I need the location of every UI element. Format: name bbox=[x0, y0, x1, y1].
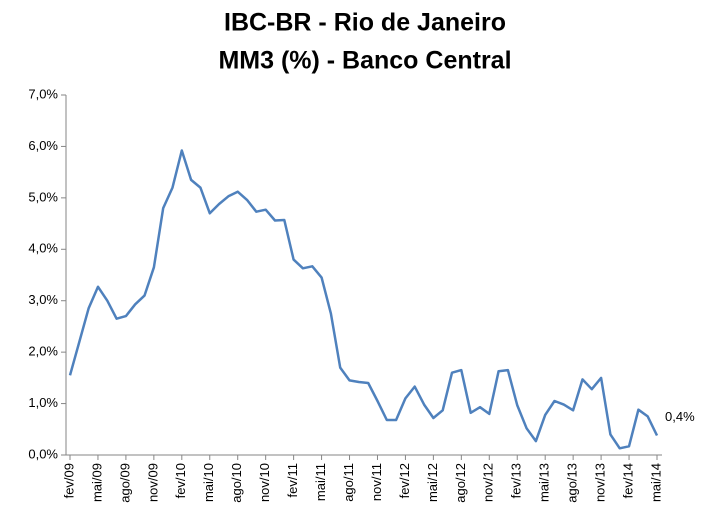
x-tick-label: fev/11 bbox=[285, 463, 300, 497]
x-tick-label: mai/11 bbox=[313, 463, 328, 501]
y-tick-label: 6,0% bbox=[28, 138, 58, 153]
x-tick-label: fev/14 bbox=[620, 463, 635, 498]
y-tick-label: 2,0% bbox=[28, 344, 58, 359]
x-tick-label: nov/10 bbox=[257, 463, 272, 502]
x-tick-label: mai/12 bbox=[425, 463, 440, 502]
x-tick-label: nov/13 bbox=[593, 463, 608, 502]
x-tick-label: fev/10 bbox=[173, 463, 188, 498]
y-tick-label: 3,0% bbox=[28, 292, 58, 307]
x-tick-label: ago/11 bbox=[341, 463, 356, 502]
x-tick-label: ago/09 bbox=[117, 463, 132, 503]
x-tick-label: nov/12 bbox=[481, 463, 496, 502]
chart-title: IBC-BR - Rio de Janeiro bbox=[224, 9, 506, 37]
y-tick-label: 4,0% bbox=[28, 241, 58, 256]
x-tick-label: mai/13 bbox=[537, 463, 552, 502]
x-tick-label: ago/12 bbox=[453, 463, 468, 503]
y-tick-label: 7,0% bbox=[28, 86, 58, 101]
x-tick-label: fev/12 bbox=[397, 463, 412, 498]
x-tick-label: fev/13 bbox=[509, 463, 524, 498]
y-tick-label: 1,0% bbox=[28, 395, 58, 410]
data-label: 0,4% bbox=[665, 409, 695, 424]
y-tick-label: 0,0% bbox=[28, 446, 58, 461]
x-tick-label: ago/10 bbox=[229, 463, 244, 503]
y-tick-label: 5,0% bbox=[28, 189, 58, 204]
x-tick-label: nov/11 bbox=[369, 463, 384, 501]
chart-subtitle: MM3 (%) - Banco Central bbox=[218, 47, 511, 75]
x-tick-label: mai/14 bbox=[648, 463, 663, 502]
x-tick-label: mai/10 bbox=[201, 463, 216, 502]
x-tick-label: mai/09 bbox=[89, 463, 104, 502]
line-series bbox=[68, 149, 659, 450]
x-tick-label: fev/09 bbox=[61, 463, 76, 498]
x-tick-label: nov/09 bbox=[145, 463, 160, 502]
x-tick-label: ago/13 bbox=[565, 463, 580, 503]
